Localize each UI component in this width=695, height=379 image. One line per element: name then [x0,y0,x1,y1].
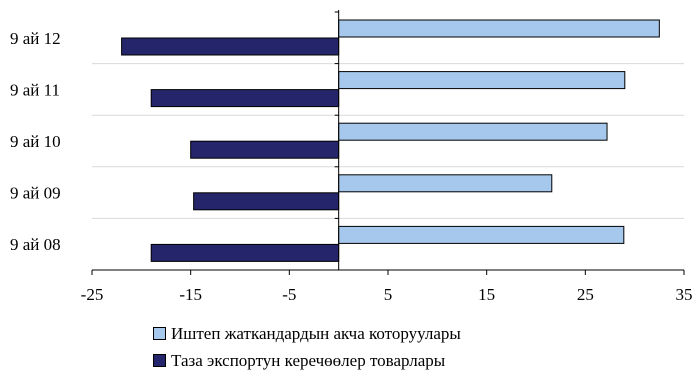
bar-remittances [338,174,553,193]
bar-net-export [193,192,340,211]
category-label: 9 ай 09 [10,184,61,203]
bar-net-export [190,140,340,159]
bar-remittances [338,122,608,141]
legend-label-remittances: Иштеп жаткандардын акча которуулары [171,324,461,343]
legend-swatch-remittances [153,327,166,340]
bar-remittances [338,225,625,244]
legend-label-net-export: Таза экспортун керечөөлер товарлары [171,351,446,370]
category-label: 9 ай 11 [10,80,60,99]
x-tick-label: 35 [676,285,693,304]
gridlines [92,63,684,219]
category-label: 9 ай 10 [10,132,61,151]
category-label: 9 ай 08 [10,235,61,254]
legend: Иштеп жаткандардын акча которуулары Таза… [153,320,461,374]
x-tick-label: 25 [577,285,594,304]
x-tick-label: 15 [478,285,495,304]
x-tick-label: -5 [282,285,296,304]
bar-remittances [338,19,660,38]
category-labels: 9 ай 12 9 ай 11 9 ай 10 9 ай 09 9 ай 08 [10,29,61,254]
bar-remittances [338,71,626,90]
bar-net-export [150,243,340,262]
x-tick-labels: -25 -15 -5 5 15 25 35 [81,285,693,304]
x-tick-label: -25 [81,285,104,304]
x-tick-label: 5 [384,285,393,304]
x-tick-label: -15 [179,285,202,304]
bars [121,19,660,262]
category-label: 9 ай 12 [10,29,61,48]
legend-item-remittances: Иштеп жаткандардын акча которуулары [153,320,461,347]
bar-net-export [121,37,340,56]
bar-net-export [150,89,340,108]
legend-swatch-net-export [153,354,166,367]
axes [91,10,685,275]
legend-item-net-export: Таза экспортун керечөөлер товарлары [153,347,461,374]
